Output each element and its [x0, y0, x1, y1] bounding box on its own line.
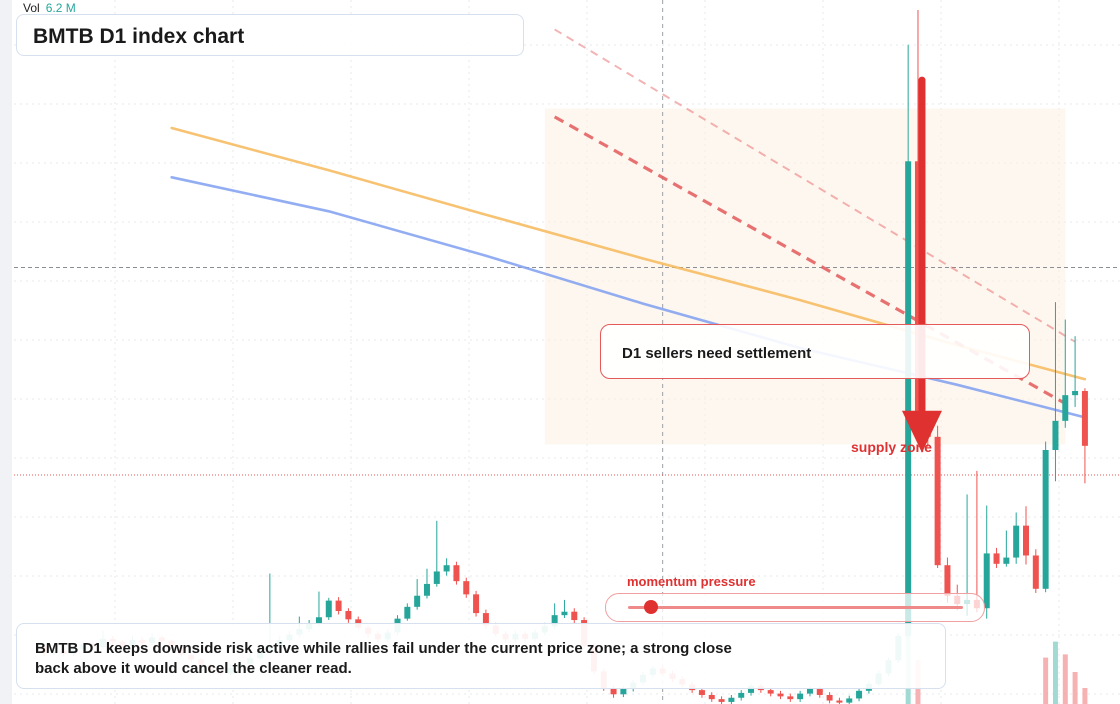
candle-body [1023, 525, 1029, 556]
candle-body [1052, 420, 1059, 450]
chart-title: BMTB D1 index chart [33, 25, 245, 48]
candle-body [698, 690, 705, 695]
chart-title-box: BMTB D1 index chart [16, 14, 524, 56]
volume-legend: Vol 6.2 M [23, 1, 76, 15]
candle-body [993, 553, 1000, 564]
candle-body [414, 595, 421, 607]
candle-body [1013, 525, 1020, 558]
momentum-knob [644, 600, 658, 614]
candle-body [610, 688, 617, 695]
candle-body [1032, 555, 1039, 589]
analysis-note-box: BMTB D1 keeps downside risk active while… [16, 623, 946, 689]
candle-body [433, 571, 440, 584]
candle-body [748, 685, 755, 693]
callout-box: D1 sellers need settlement [600, 324, 1030, 379]
candle-body [1042, 449, 1049, 589]
sell-arrow-head [901, 410, 942, 453]
resistance-line-outer [554, 28, 1076, 343]
candle-body [797, 693, 804, 700]
moving-average-slow [170, 176, 1087, 419]
volume-bar [1043, 657, 1049, 704]
candle-body [571, 611, 578, 621]
candle-body [482, 613, 489, 626]
candle-body [983, 553, 990, 609]
candle-body [738, 692, 745, 698]
analysis-note: BMTB D1 keeps downside risk active while… [35, 640, 732, 677]
momentum-track [628, 606, 963, 609]
candle-body [777, 693, 784, 697]
candle-body [1081, 391, 1088, 446]
volume-bar [1072, 672, 1078, 704]
volume-bar [1052, 641, 1058, 704]
resistance-line-inner [553, 115, 1067, 405]
candle-body [728, 697, 735, 702]
candle-body [1003, 557, 1010, 564]
volume-value: 6.2 M [45, 1, 76, 15]
candle-body [620, 688, 627, 695]
candle-body [826, 694, 833, 701]
supply-zone [544, 108, 1066, 445]
candle-body [836, 700, 843, 703]
candle-body [846, 698, 853, 703]
callout-text: D1 sellers need settlement [622, 345, 812, 362]
momentum-gauge [605, 593, 985, 622]
candle-body [1062, 395, 1069, 421]
candle-body [905, 161, 912, 636]
candle-body [856, 690, 863, 699]
candle-body [443, 565, 450, 572]
candle-body [423, 583, 430, 596]
candle-body [914, 161, 921, 421]
candle-body [315, 617, 322, 624]
candle-body [345, 611, 352, 620]
candle-body [325, 600, 332, 618]
candle-body [708, 694, 715, 700]
candle-body [473, 594, 480, 614]
candle-body [335, 600, 342, 612]
candle-body [463, 581, 470, 595]
candle-body [806, 688, 813, 694]
candle-body [404, 606, 411, 619]
supply-zone-label: supply zone [851, 439, 932, 455]
momentum-label: momentum pressure [627, 574, 756, 589]
candle-body [934, 436, 941, 566]
candle-body [453, 565, 460, 582]
candle-body [767, 690, 774, 694]
candle-body [816, 688, 823, 695]
price-scale-strip [0, 0, 12, 704]
volume-bar [1082, 688, 1088, 704]
candle-body [718, 699, 725, 702]
volume-bar [1062, 654, 1068, 704]
candle-body [1072, 391, 1079, 396]
candle-body [561, 611, 568, 616]
candle-body [787, 696, 794, 700]
candle-body [551, 615, 558, 627]
volume-label: Vol [23, 1, 40, 15]
candle-body [944, 565, 951, 596]
